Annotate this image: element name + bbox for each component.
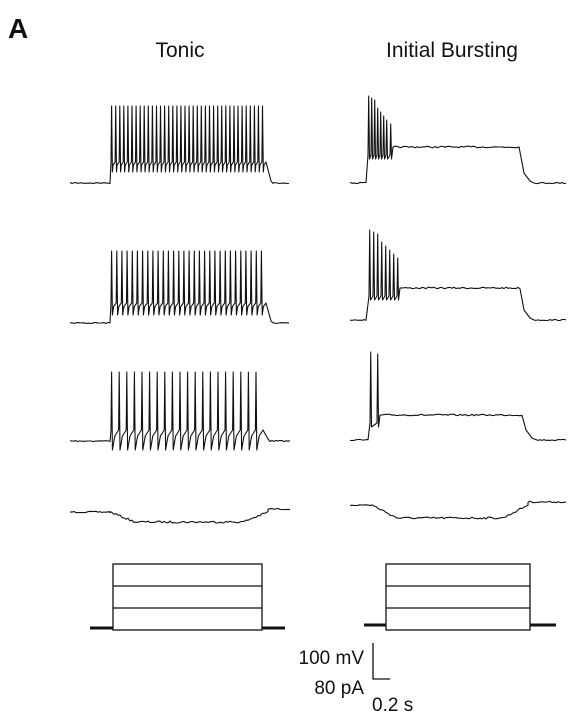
trace: [69, 371, 291, 451]
trace: [349, 95, 567, 185]
current-steps-left: [90, 563, 285, 631]
trace: [349, 500, 567, 520]
trace: [349, 229, 567, 322]
trace: [70, 250, 290, 325]
scale-current: 80 pA: [314, 678, 364, 699]
traces: [69, 95, 567, 524]
trace: [349, 351, 567, 442]
column-title: Tonic: [155, 39, 204, 62]
scale-time: 0.2 s: [372, 695, 413, 716]
trace: [69, 105, 289, 185]
panel-label: A: [8, 13, 28, 44]
current-steps-right: [364, 563, 556, 631]
scale-voltage: 100 mV: [299, 648, 365, 669]
column-title: Initial Bursting: [386, 39, 518, 62]
scale-bar: [372, 643, 390, 680]
trace: [69, 507, 291, 524]
